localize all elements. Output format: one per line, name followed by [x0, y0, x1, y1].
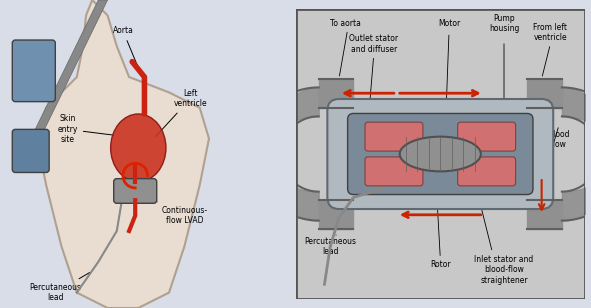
Text: Outlet stator
and diffuser: Outlet stator and diffuser [349, 34, 398, 54]
FancyBboxPatch shape [457, 157, 515, 186]
FancyBboxPatch shape [113, 179, 157, 203]
Text: Percutaneous
lead: Percutaneous lead [304, 237, 356, 256]
FancyBboxPatch shape [365, 157, 423, 186]
Text: To aorta: To aorta [330, 19, 361, 28]
Text: Motor: Motor [438, 19, 460, 28]
Text: Skin
entry
site: Skin entry site [57, 115, 114, 144]
Text: Pump
housing: Pump housing [489, 14, 519, 33]
Text: Aorta: Aorta [112, 26, 137, 65]
Text: Continuous-
flow LVAD: Continuous- flow LVAD [138, 192, 207, 225]
FancyBboxPatch shape [348, 113, 533, 195]
Text: External
battery
pack: External battery pack [12, 41, 50, 70]
FancyBboxPatch shape [365, 122, 423, 151]
FancyBboxPatch shape [327, 99, 553, 209]
FancyBboxPatch shape [457, 122, 515, 151]
Text: From left
ventricle: From left ventricle [533, 23, 567, 42]
FancyBboxPatch shape [12, 40, 56, 102]
Text: Left
ventricle: Left ventricle [155, 89, 207, 136]
Text: System
controller: System controller [12, 129, 49, 149]
Polygon shape [37, 0, 209, 308]
Text: Rotor: Rotor [430, 260, 450, 269]
Text: Inlet stator and
blood-flow
straightener: Inlet stator and blood-flow straightener [475, 255, 534, 285]
Ellipse shape [400, 137, 481, 171]
FancyBboxPatch shape [12, 129, 49, 172]
Text: Percutaneous
lead: Percutaneous lead [30, 273, 90, 302]
Text: Blood
flow: Blood flow [548, 130, 570, 149]
Ellipse shape [111, 114, 166, 182]
Polygon shape [31, 0, 108, 139]
